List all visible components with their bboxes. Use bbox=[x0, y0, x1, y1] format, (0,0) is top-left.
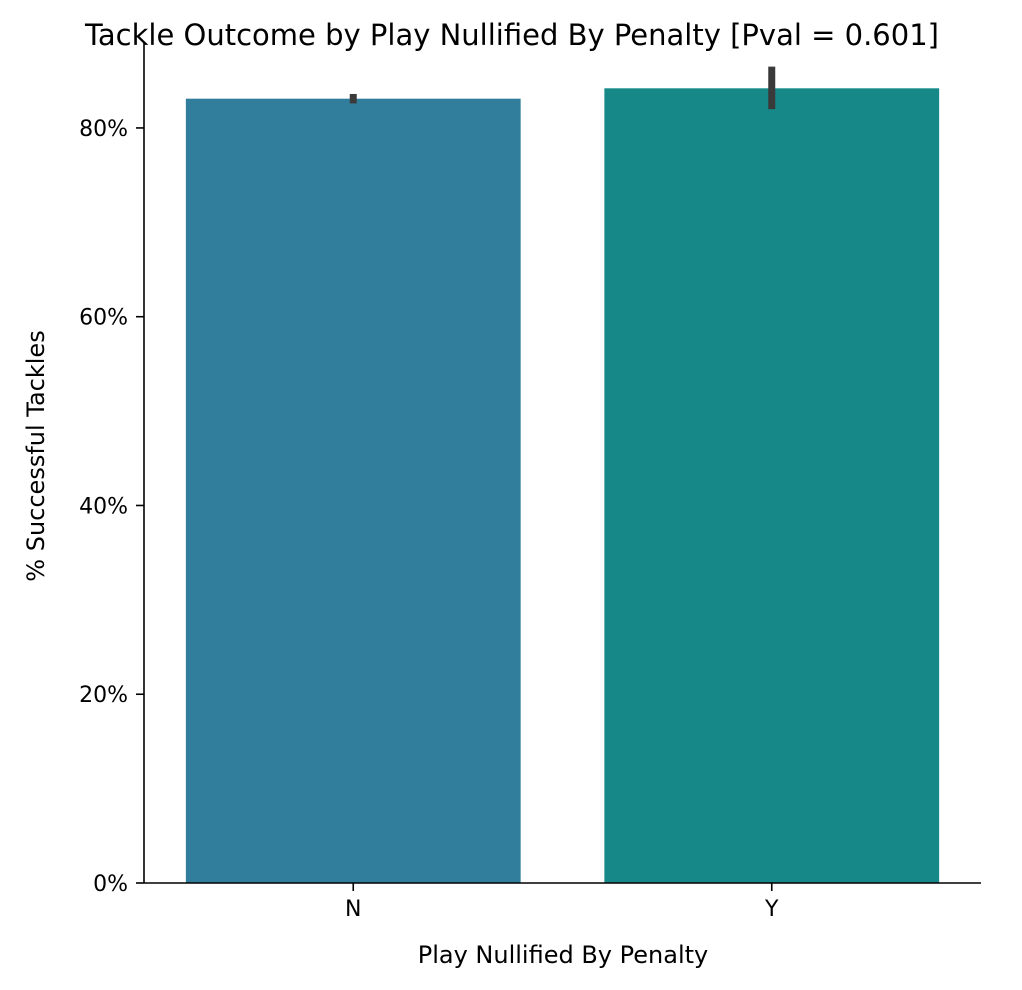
chart-title: Tackle Outcome by Play Nullified By Pena… bbox=[84, 18, 939, 52]
x-axis-label: Play Nullified By Penalty bbox=[418, 941, 708, 969]
x-tick-label-n: N bbox=[345, 897, 361, 922]
y-tick-label: 20% bbox=[79, 683, 128, 708]
bar-n bbox=[185, 98, 521, 883]
y-tick-label: 0% bbox=[93, 872, 128, 897]
y-tick-label: 80% bbox=[79, 117, 128, 142]
y-axis-label: % Successful Tackles bbox=[22, 330, 50, 581]
y-tick-label: 40% bbox=[79, 494, 128, 519]
bar-y bbox=[604, 88, 940, 884]
y-tick-label: 60% bbox=[79, 306, 128, 331]
bars-layer bbox=[185, 88, 940, 884]
y-ticks-layer: 0% 20% 40% 60% 80% bbox=[79, 117, 144, 897]
error-bars-layer bbox=[349, 66, 776, 110]
x-tick-label-y: Y bbox=[764, 897, 779, 922]
